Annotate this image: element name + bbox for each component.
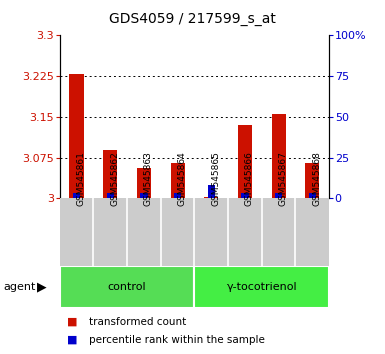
Bar (73, 193, 80, 198)
Text: transformed count: transformed count (89, 317, 186, 327)
Text: GSM545866: GSM545866 (245, 152, 254, 206)
Text: GDS4059 / 217599_s_at: GDS4059 / 217599_s_at (109, 12, 276, 27)
Text: ▶: ▶ (37, 280, 46, 293)
Text: GSM545861: GSM545861 (77, 152, 85, 206)
Text: GSM545864: GSM545864 (177, 152, 187, 206)
Bar (275, 193, 282, 198)
Text: agent: agent (4, 282, 36, 292)
Bar (238, 125, 252, 198)
Bar (137, 169, 151, 198)
Bar (107, 193, 114, 198)
Bar (174, 193, 181, 198)
Text: percentile rank within the sample: percentile rank within the sample (89, 335, 264, 345)
Text: GSM545863: GSM545863 (144, 152, 153, 206)
Text: control: control (108, 282, 146, 292)
Bar (271, 114, 286, 198)
Text: ■: ■ (67, 317, 78, 327)
Bar (305, 163, 320, 198)
Bar (194, 266, 329, 308)
Bar (140, 193, 147, 198)
Text: GSM545867: GSM545867 (279, 152, 288, 206)
Bar (60, 266, 194, 308)
Bar (204, 196, 218, 198)
Bar (69, 74, 84, 198)
Bar (208, 185, 215, 198)
Text: ■: ■ (67, 335, 78, 345)
Bar (309, 193, 316, 198)
Text: GSM545868: GSM545868 (312, 152, 321, 206)
Text: GSM545862: GSM545862 (110, 152, 119, 206)
Text: γ-tocotrienol: γ-tocotrienol (226, 282, 297, 292)
Bar (171, 163, 185, 198)
Bar (103, 150, 117, 198)
Bar (241, 193, 249, 198)
Text: GSM545865: GSM545865 (211, 152, 220, 206)
